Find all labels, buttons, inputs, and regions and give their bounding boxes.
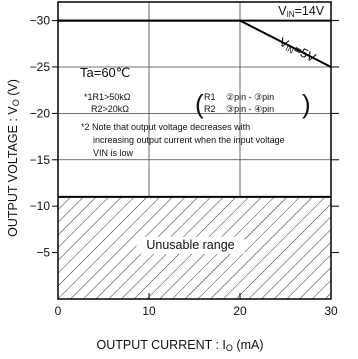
series-line-1 [58,19,331,68]
ta-annotation: Ta=60℃ [80,65,130,80]
series-label-vin-5v: VIN=5V [276,35,318,66]
note1-line1: *1R1>50kΩ [84,92,131,102]
y-tick-label: −10 [30,199,51,213]
y-tick-label: −25 [30,60,51,74]
axis-ticks: 0 10 20 30 −5 −10 −15 −20 −25 −30 [30,14,339,318]
y-tick-label: −30 [30,14,51,28]
r2-label: R2 [204,104,216,114]
y-tick-label: −20 [30,106,51,120]
r1-label: R1 [204,92,216,102]
unusable-range-label: Unusable range [146,238,234,252]
series-label-vin-14v: VIN=14V [278,4,325,19]
note2-line1: *2 Note that output voltage decreases wi… [81,122,250,132]
r2-pins: ③pin - ④pin [226,104,274,114]
y-tick-label: −5 [36,246,50,260]
r1-pins: ②pin - ③pin [226,92,274,102]
x-tick-label: 0 [55,304,62,318]
plot-frame [57,1,332,300]
unusable-region [58,195,331,299]
brace-left: ( [195,89,204,119]
x-tick-label: 20 [233,304,247,318]
x-tick-label: 10 [142,304,156,318]
note1-line2: R2>20kΩ [91,104,129,114]
y-tick-label: −15 [30,153,51,167]
unusable-label-bg [136,236,245,254]
note2-line2: increasing output current when the input… [93,135,285,145]
y-axis-title: OUTPUT VOLTAGE : VO (V) [6,79,21,237]
x-axis-title: OUTPUT CURRENT : IO (mA) [97,338,264,353]
note2-line3: VIN is low [93,148,134,158]
x-tick-label: 30 [324,304,338,318]
series-lines [58,19,331,68]
brace-right: ) [302,89,311,119]
